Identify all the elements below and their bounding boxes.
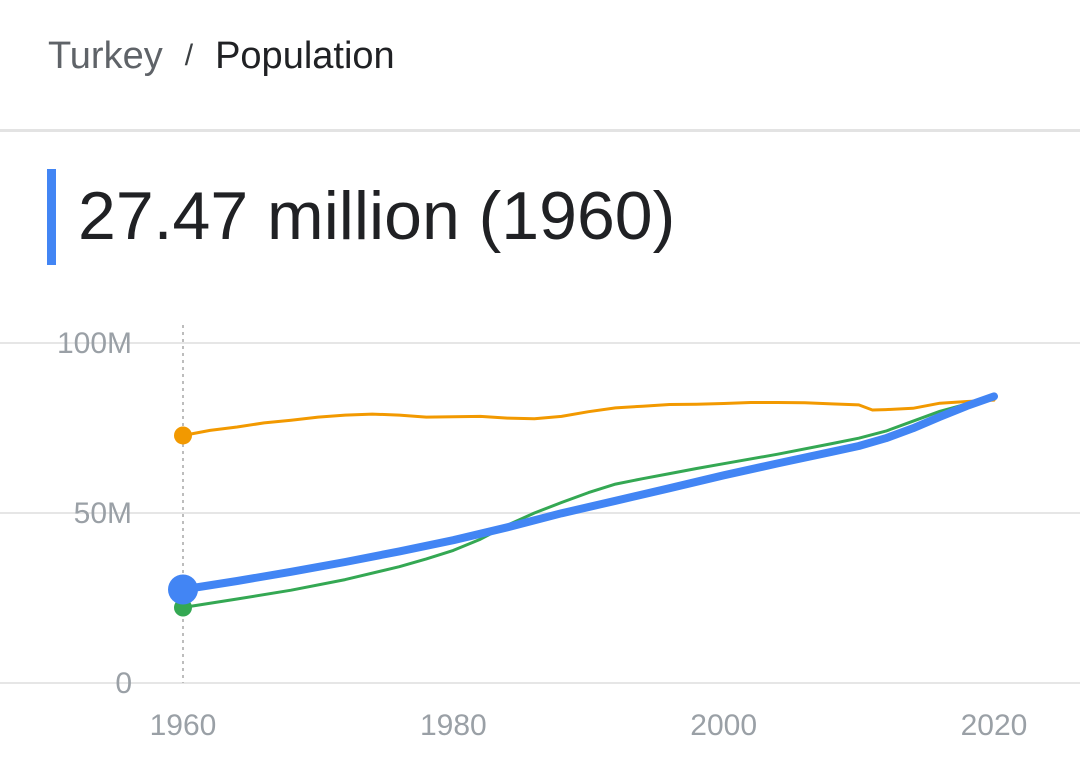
breadcrumb-country-link[interactable]: Turkey — [48, 34, 163, 77]
header-divider — [0, 129, 1080, 132]
y-tick-label: 50M — [74, 497, 132, 530]
breadcrumb: Turkey / Population — [48, 30, 395, 82]
breadcrumb-separator: / — [184, 39, 194, 72]
breadcrumb-topic: Population — [215, 34, 395, 77]
x-tick-label: 2000 — [690, 709, 757, 742]
x-tick-label: 1960 — [150, 709, 217, 742]
highlighted-series-marker — [168, 574, 198, 605]
comparison-series-marker — [174, 426, 192, 445]
highlighted-series-line — [179, 392, 998, 594]
population-chart[interactable]: 0 50M 100M 1960 1980 2000 2020 — [0, 300, 1080, 769]
comparison-series-line — [181, 398, 996, 437]
series-accent-bar — [47, 169, 56, 265]
y-tick-label: 100M — [57, 327, 132, 360]
x-tick-label: 2020 — [961, 709, 1028, 742]
y-tick-label: 0 — [115, 667, 132, 700]
selected-value: 27.47 million (1960) — [78, 178, 676, 254]
x-tick-label: 1980 — [420, 709, 487, 742]
comparison-series-line — [181, 395, 996, 609]
